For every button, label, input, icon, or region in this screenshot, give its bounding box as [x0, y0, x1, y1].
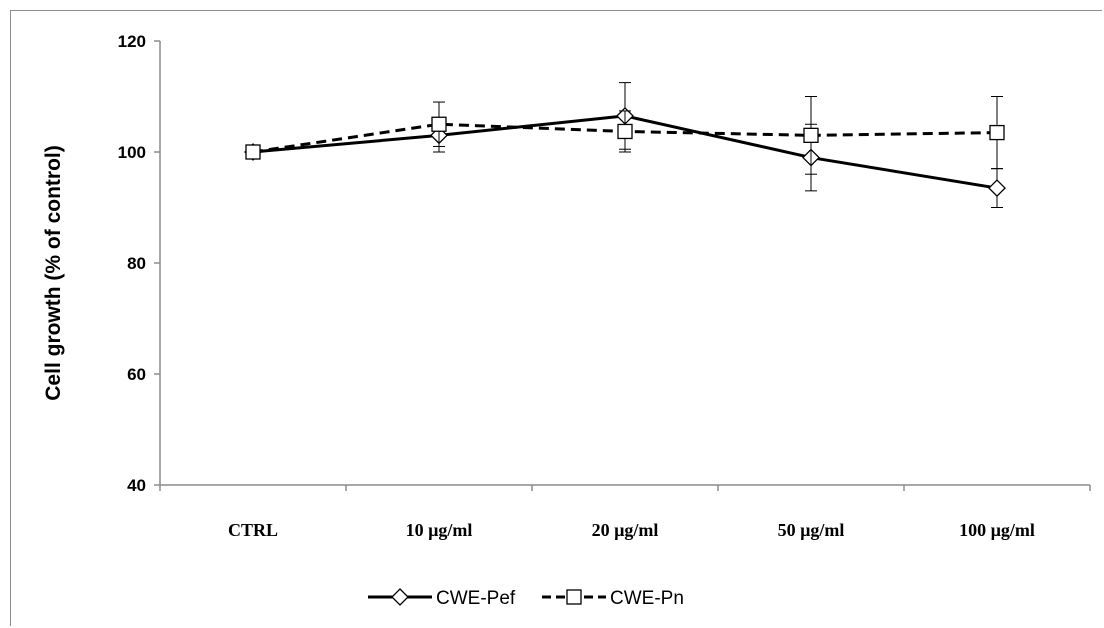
series-cwe-pn — [245, 96, 1005, 175]
x-tick-label: 20 µg/ml — [592, 520, 659, 540]
y-tick-label: 120 — [118, 32, 146, 51]
data-point-square — [566, 589, 582, 605]
legend-item: CWE-Pef — [368, 588, 516, 609]
axes: 40 60 80 100 120 CTRL 10 µg/ml 20 µg/ml 50 µg/m… — [118, 32, 1091, 540]
legend-label: CWE-Pn — [610, 588, 684, 609]
x-tick-label: 50 µg/ml — [778, 520, 845, 540]
data-point-square — [617, 123, 633, 140]
data-point-square — [803, 127, 819, 144]
y-axis-label: Cell growth (% of control) — [42, 145, 65, 400]
data-point-square — [989, 124, 1005, 141]
x-tick-label: 100 µg/ml — [959, 520, 1035, 540]
data-point-diamond — [988, 179, 1006, 197]
x-ticks: CTRL 10 µg/ml 20 µg/ml 50 µg/ml 100 µg/ml — [159, 485, 1091, 540]
y-tick-label: 40 — [127, 476, 146, 495]
x-tick-label: 10 µg/ml — [406, 520, 473, 540]
data-point-diamond — [391, 588, 409, 606]
legend-label: CWE-Pef — [436, 588, 516, 609]
data-point-square — [245, 144, 261, 160]
y-ticks: 40 60 80 100 120 — [118, 32, 160, 495]
y-tick-label: 100 — [118, 143, 146, 162]
y-tick-label: 60 — [127, 365, 146, 384]
legend: CWE-Pef CWE-Pn — [368, 588, 684, 609]
x-tick-label: CTRL — [228, 520, 278, 540]
legend-item: CWE-Pn — [542, 588, 684, 609]
chart-frame — [10, 10, 1102, 626]
plot-area — [244, 82, 1006, 208]
y-tick-label: 80 — [127, 254, 146, 273]
data-point-square — [431, 116, 447, 132]
